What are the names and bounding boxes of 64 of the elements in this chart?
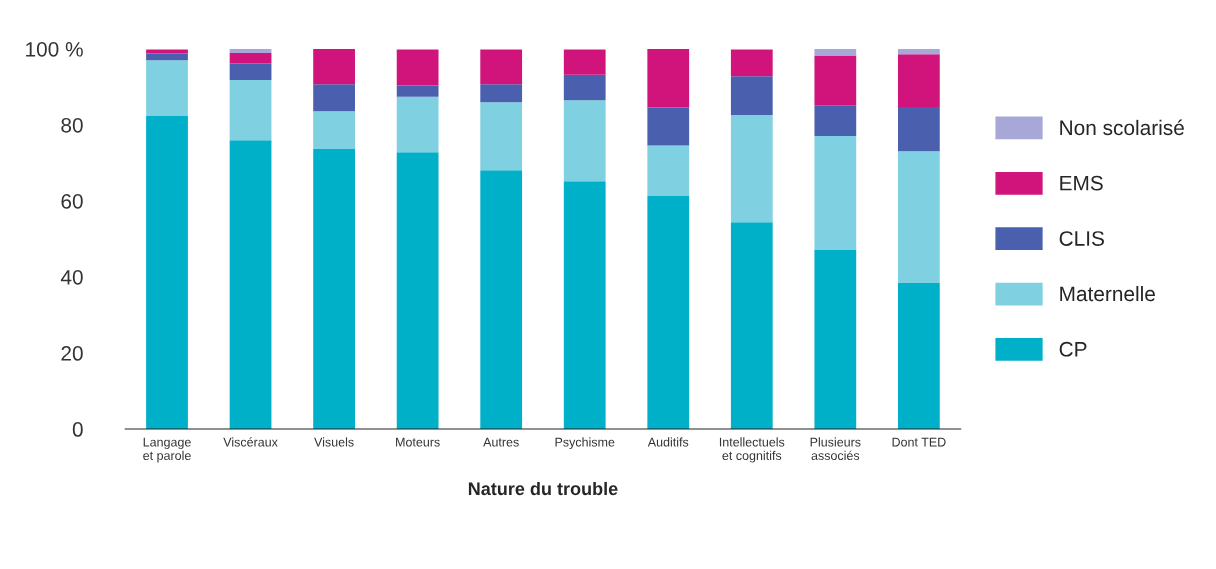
bar <box>730 50 773 77</box>
x-tick-label: Langage et parole <box>143 437 191 463</box>
y-tick-label: 60 <box>61 193 83 209</box>
bar <box>313 84 355 112</box>
bar <box>814 105 857 136</box>
legend-label: Maternelle <box>1060 285 1155 302</box>
bar <box>897 107 940 152</box>
bar <box>897 283 940 430</box>
bar <box>563 181 606 430</box>
bar <box>563 50 606 75</box>
bar <box>814 135 857 250</box>
bar <box>146 60 188 116</box>
x-tick-label: Plusieurs associés <box>810 437 861 461</box>
bar <box>563 100 606 182</box>
bar <box>229 80 272 141</box>
bar <box>313 148 355 430</box>
y-tick-label: 80 <box>61 117 83 133</box>
y-tick-label: 100 % <box>26 41 83 57</box>
bar <box>647 145 690 197</box>
bar <box>730 76 773 116</box>
bar <box>897 54 940 108</box>
x-tick-label: Viscéraux <box>223 437 278 447</box>
bar <box>313 48 355 85</box>
legend-label: CLIS <box>1059 231 1104 246</box>
bar <box>229 140 272 430</box>
bar <box>146 115 188 430</box>
bar <box>480 102 523 171</box>
bar <box>396 50 439 86</box>
bar <box>396 152 439 430</box>
y-tick-label: 0 <box>72 422 83 437</box>
bar <box>814 250 857 430</box>
bar <box>897 48 940 55</box>
bar <box>313 111 355 149</box>
bar <box>647 48 690 108</box>
bar <box>229 63 272 81</box>
legend-label: Non scolarisé <box>1060 119 1184 136</box>
bar <box>396 85 439 97</box>
bar <box>480 170 523 430</box>
x-tick-label: Moteurs <box>396 437 440 447</box>
x-tick-label: Autres <box>483 437 519 447</box>
bar <box>897 151 940 284</box>
bar <box>396 96 439 153</box>
bar <box>563 74 606 101</box>
bar <box>146 53 188 61</box>
bar <box>730 222 773 430</box>
y-tick-label: 20 <box>61 346 83 361</box>
bar <box>814 55 857 106</box>
legend-label: EMS <box>1060 175 1103 191</box>
x-tick-label: Psychisme <box>555 437 615 450</box>
y-tick-label: 40 <box>60 269 83 285</box>
bar <box>480 84 523 103</box>
x-tick-label: Dont TED <box>892 437 946 447</box>
bar <box>647 196 690 430</box>
bar <box>229 53 272 64</box>
x-tick-label: Visuels <box>314 437 354 447</box>
bar <box>730 115 773 223</box>
x-tick-label: Auditifs <box>647 437 689 447</box>
bar <box>480 50 523 85</box>
legend-label: CP <box>1059 341 1087 357</box>
bar <box>647 107 690 146</box>
x-tick-label: Intellectuels et cognitifs <box>719 437 785 463</box>
bar <box>814 48 857 56</box>
x-axis-title: Nature du trouble <box>468 481 618 496</box>
bar <box>229 48 272 54</box>
